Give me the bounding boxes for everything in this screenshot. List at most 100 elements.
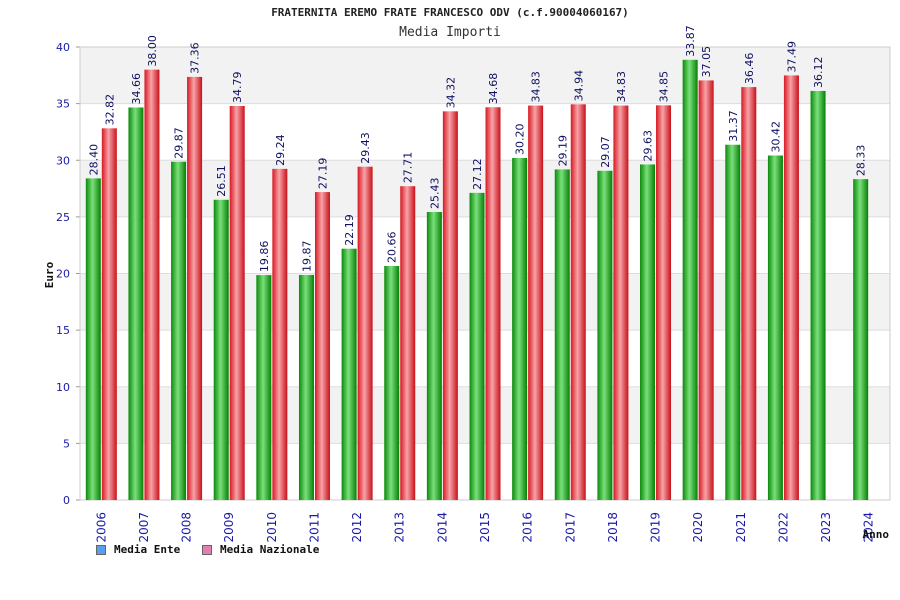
y-axis-label: Euro [43, 261, 56, 288]
chart-title: FRATERNITA EREMO FRATE FRANCESCO ODV (c.… [271, 6, 629, 19]
data-label: 22.19 [343, 214, 356, 246]
y-tick-label: 40 [56, 41, 70, 54]
y-tick-label: 0 [63, 494, 70, 507]
x-tick-label: 2006 [94, 512, 108, 543]
x-tick-label: 2017 [563, 512, 577, 543]
bar-media-nazionale [442, 111, 458, 501]
y-tick-label: 25 [56, 211, 70, 224]
bar-media-nazionale [485, 107, 501, 501]
x-tick-label: 2019 [649, 512, 663, 543]
bar-media-nazionale [187, 76, 203, 500]
data-label: 37.36 [189, 42, 202, 74]
x-tick-label: 2016 [521, 512, 535, 543]
x-axis-label: Anno [863, 528, 890, 541]
data-label: 29.43 [359, 132, 372, 164]
x-tick-label: 2011 [307, 512, 321, 543]
data-label: 30.20 [514, 123, 527, 155]
data-label: 29.24 [274, 134, 287, 166]
bar-media-ente [767, 155, 783, 500]
legend-label-ente: Media Ente [114, 543, 181, 556]
bar-media-ente [597, 170, 613, 500]
bar-media-nazionale [783, 75, 799, 500]
bar-media-nazionale [357, 166, 373, 500]
plot-frame [79, 46, 891, 501]
x-tick-label: 2008 [180, 512, 194, 543]
bar-media-ente [213, 199, 229, 501]
data-label: 34.94 [572, 70, 585, 102]
data-label: 37.05 [700, 46, 713, 78]
data-label: 36.12 [812, 56, 825, 88]
data-label: 34.85 [658, 71, 671, 103]
data-label: 36.46 [743, 53, 756, 85]
y-tick-label: 10 [56, 381, 70, 394]
chart-subtitle: Media Importi [399, 25, 501, 40]
x-tick-label: 2014 [435, 512, 449, 543]
x-tick-label: 2007 [137, 512, 151, 543]
bar-media-ente [298, 274, 314, 500]
bar-media-ente [810, 90, 826, 500]
y-tick-label: 15 [56, 324, 70, 337]
data-label: 29.07 [599, 136, 612, 168]
x-tick-label: 2012 [350, 512, 364, 543]
data-label: 34.83 [530, 71, 543, 103]
x-tick-label: 2015 [478, 512, 492, 543]
legend-swatch-ente [96, 544, 106, 555]
bar-media-nazionale [528, 105, 544, 501]
bar-media-ente [853, 179, 869, 500]
bar-media-ente [256, 275, 272, 500]
data-label: 19.86 [258, 241, 271, 273]
data-label: 26.51 [215, 165, 228, 196]
bar-media-ente [171, 161, 187, 501]
legend-label-nazionale: Media Nazionale [220, 543, 320, 556]
x-tick-label: 2020 [691, 512, 705, 543]
bar-media-ente [85, 178, 101, 500]
data-label: 28.33 [855, 145, 868, 177]
bar-media-ente [512, 157, 528, 501]
data-label: 34.79 [231, 72, 244, 103]
data-label: 32.82 [103, 94, 116, 126]
data-label: 25.43 [428, 178, 441, 210]
y-tick-label: 35 [56, 98, 70, 111]
data-label: 27.71 [402, 152, 415, 184]
bar-media-nazionale [570, 104, 586, 500]
data-label: 19.87 [300, 240, 313, 272]
data-label: 34.66 [130, 73, 143, 105]
data-label: 29.63 [642, 130, 655, 162]
bar-media-ente [640, 164, 656, 500]
x-tick-label: 2013 [393, 512, 407, 543]
data-label: 34.68 [487, 73, 500, 105]
data-label: 29.19 [556, 135, 569, 167]
data-label: 27.12 [471, 158, 484, 190]
y-tick-label: 5 [63, 437, 70, 450]
bar-media-nazionale [144, 69, 160, 501]
x-tick-label: 2023 [819, 512, 833, 543]
bar-media-ente [682, 59, 698, 501]
legend-item-media-ente: Media Ente [96, 543, 180, 556]
data-label: 28.40 [87, 144, 100, 176]
data-label: 29.87 [173, 127, 186, 159]
x-tick-label: 2022 [776, 512, 790, 543]
bar-media-nazionale [613, 105, 629, 501]
data-label: 38.00 [146, 35, 159, 67]
bar-media-nazionale [101, 128, 117, 500]
bar-media-ente [128, 107, 144, 501]
bar-media-ente [725, 144, 741, 501]
bar-media-nazionale [272, 168, 288, 500]
x-tick-label: 2024 [862, 512, 876, 543]
bar-media-nazionale [400, 186, 416, 500]
data-label: 37.49 [785, 41, 798, 73]
x-tick-label: 2021 [734, 512, 748, 543]
x-tick-label: 2009 [222, 512, 236, 543]
data-label: 20.66 [386, 232, 399, 264]
bar-media-nazionale [229, 106, 245, 501]
bar-media-nazionale [698, 80, 714, 500]
data-label: 34.83 [615, 71, 628, 103]
data-label: 31.37 [727, 110, 740, 142]
y-tick-label: 20 [56, 268, 70, 281]
bar-media-nazionale [741, 87, 757, 500]
data-label: 27.19 [316, 158, 329, 190]
bar-media-ente [426, 212, 442, 500]
bar-media-ente [341, 248, 357, 500]
data-label: 33.87 [684, 25, 697, 57]
